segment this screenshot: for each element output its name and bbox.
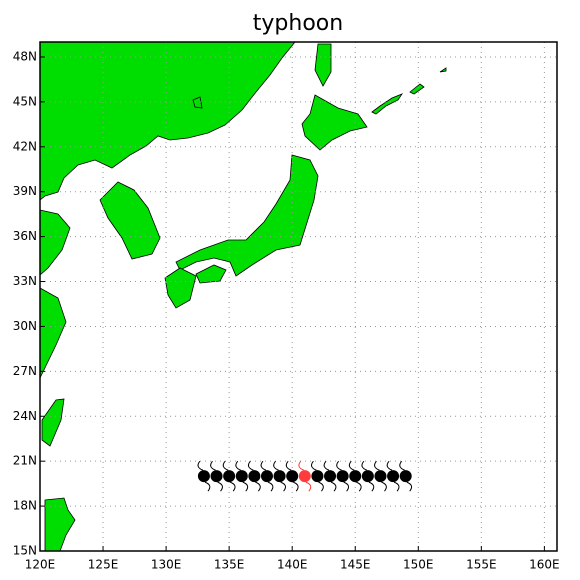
typhoon-hook bbox=[273, 460, 279, 471]
typhoon-point bbox=[399, 470, 412, 483]
typhoon-hook bbox=[393, 481, 400, 492]
y-tick-label: 24N bbox=[13, 409, 37, 423]
land-shikoku bbox=[195, 264, 227, 284]
typhoon-point bbox=[387, 470, 400, 483]
x-tick-label: 140E bbox=[277, 558, 308, 572]
typhoon-hook bbox=[305, 481, 312, 492]
typhoon-point bbox=[336, 470, 349, 483]
y-tick-label: 30N bbox=[13, 319, 37, 333]
typhoon-hook bbox=[399, 460, 405, 471]
typhoon-point bbox=[260, 470, 273, 483]
typhoon-point bbox=[361, 470, 374, 483]
typhoon-hook bbox=[330, 481, 337, 492]
typhoon-hook bbox=[374, 460, 380, 471]
y-tick-label: 15N bbox=[13, 544, 37, 558]
y-tick-label: 48N bbox=[13, 49, 37, 63]
land-sakhalin bbox=[314, 43, 332, 87]
y-tick-label: 18N bbox=[13, 499, 37, 513]
typhoon-point bbox=[349, 470, 362, 483]
typhoon-hook bbox=[242, 481, 249, 492]
typhoon-point bbox=[324, 470, 337, 483]
typhoon-hook bbox=[381, 481, 387, 492]
plot-frame bbox=[39, 41, 558, 552]
x-tick-label: 135E bbox=[214, 558, 245, 572]
typhoon-hook bbox=[222, 460, 229, 471]
x-tick-label: 155E bbox=[466, 558, 497, 572]
typhoon-hook bbox=[280, 481, 287, 492]
typhoon-hook bbox=[197, 460, 204, 471]
typhoon-hook bbox=[293, 481, 299, 492]
x-tick-label: 130E bbox=[151, 558, 182, 572]
typhoon-point bbox=[197, 470, 210, 483]
typhoon-hook bbox=[368, 481, 375, 492]
typhoon-point bbox=[273, 470, 286, 483]
typhoon-hook bbox=[386, 460, 393, 471]
land-hokkaido bbox=[301, 94, 368, 151]
land-korea bbox=[99, 181, 161, 260]
y-tick-label: 39N bbox=[13, 184, 37, 198]
typhoon-hook bbox=[318, 481, 324, 492]
typhoon-hook bbox=[217, 481, 223, 492]
typhoon-point bbox=[286, 470, 299, 483]
x-tick-label: 125E bbox=[88, 558, 119, 572]
land bbox=[39, 41, 447, 552]
typhoon-point bbox=[223, 470, 236, 483]
typhoon-point bbox=[235, 470, 248, 483]
typhoon-hook bbox=[336, 460, 342, 471]
typhoon-point bbox=[210, 470, 223, 483]
grid bbox=[39, 42, 557, 552]
typhoon-hook bbox=[348, 460, 355, 471]
typhoon-hook bbox=[361, 460, 368, 471]
typhoon-hook bbox=[343, 481, 350, 492]
land-china-south bbox=[39, 287, 67, 379]
y-tick-label: 42N bbox=[13, 139, 37, 153]
typhoon-hook bbox=[235, 460, 241, 471]
typhoon-hook bbox=[406, 481, 413, 492]
typhoon-hook bbox=[323, 460, 330, 471]
typhoon-hook bbox=[247, 460, 254, 471]
x-tick-label: 160E bbox=[529, 558, 560, 572]
typhoon-hook bbox=[267, 481, 274, 492]
y-tick-label: 36N bbox=[13, 229, 37, 243]
typhoon-hook bbox=[285, 460, 292, 471]
typhoon-point bbox=[311, 470, 324, 483]
y-tick-label: 21N bbox=[13, 454, 37, 468]
land-kyushu bbox=[164, 267, 197, 309]
typhoon-hook bbox=[229, 481, 236, 492]
y-tick-label: 27N bbox=[13, 364, 37, 378]
land-taiwan bbox=[41, 398, 65, 447]
track bbox=[197, 460, 413, 492]
land-asia bbox=[39, 41, 296, 201]
x-tick-label: 150E bbox=[403, 558, 434, 572]
land-china-north bbox=[39, 209, 71, 276]
x-tick-label: 120E bbox=[25, 558, 56, 572]
typhoon-hook bbox=[310, 460, 317, 471]
typhoon-hook bbox=[298, 460, 304, 471]
typhoon-hook bbox=[210, 460, 216, 471]
typhoon-hook bbox=[255, 481, 261, 492]
typhoon-point bbox=[374, 470, 387, 483]
typhoon-hook bbox=[356, 481, 362, 492]
land-honshu bbox=[175, 154, 319, 277]
chart-title: typhoon bbox=[253, 11, 343, 36]
typhoon-point bbox=[248, 470, 261, 483]
x-tick-label: 145E bbox=[340, 558, 371, 572]
y-tick-label: 45N bbox=[13, 94, 37, 108]
typhoon-point bbox=[298, 470, 311, 483]
land-kurils bbox=[192, 67, 447, 115]
typhoon-hook bbox=[260, 460, 267, 471]
typhoon-hook bbox=[204, 481, 211, 492]
y-tick-label: 33N bbox=[13, 274, 37, 288]
